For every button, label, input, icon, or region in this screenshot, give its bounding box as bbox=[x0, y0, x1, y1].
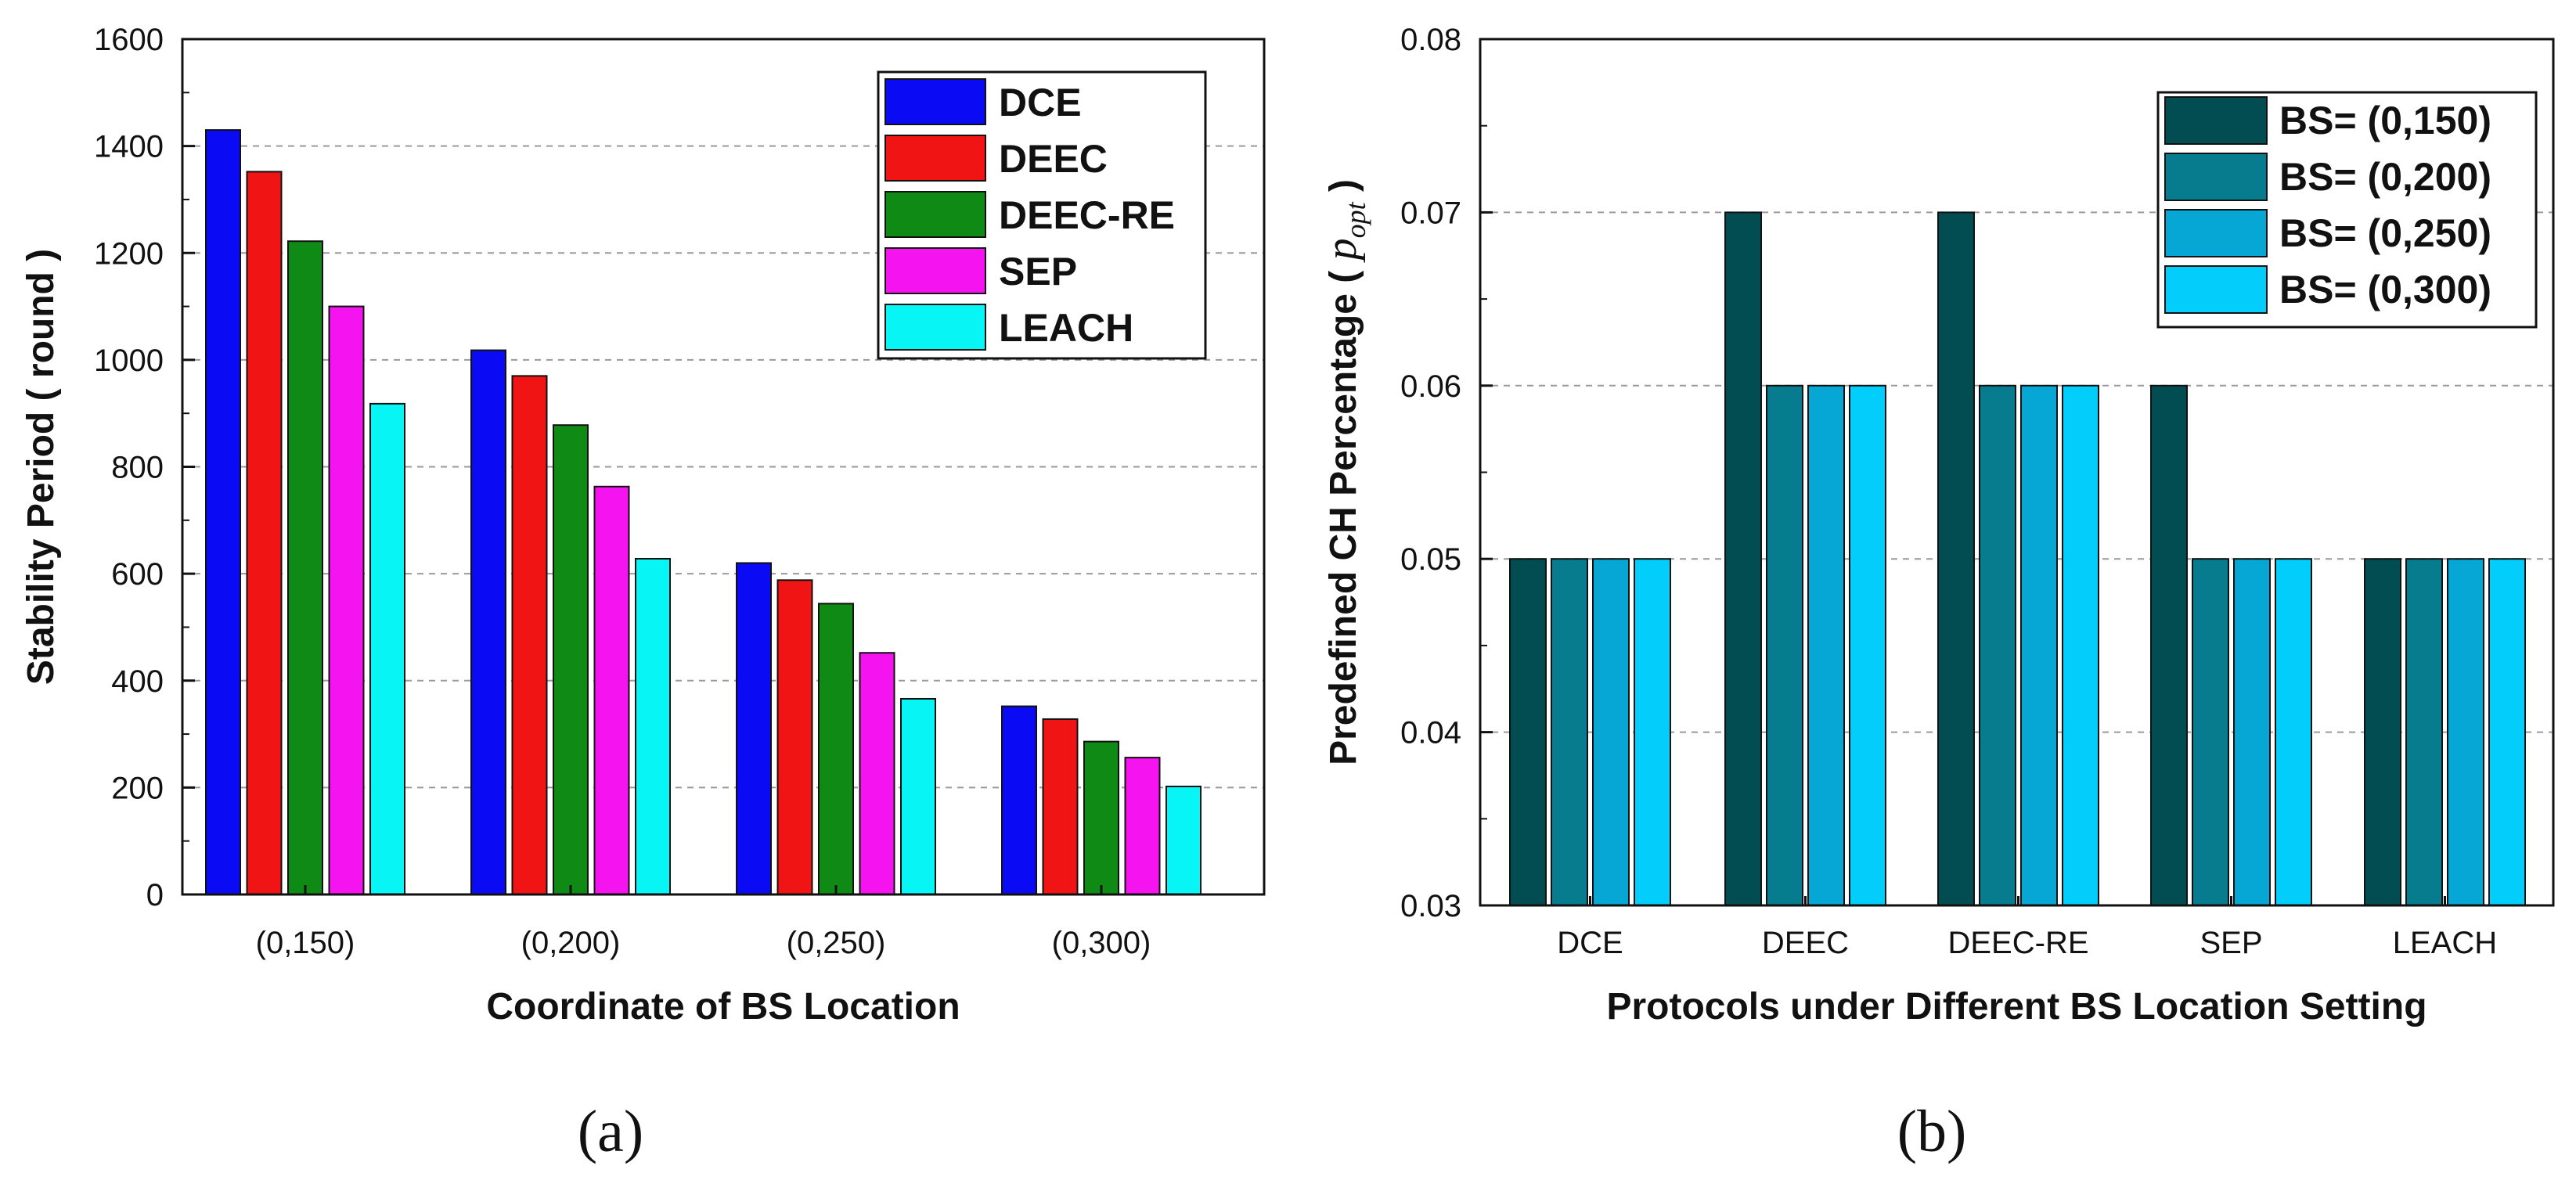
bar-dce-1 bbox=[470, 349, 506, 895]
y-tick-label: 600 bbox=[111, 557, 164, 592]
bar-series-3-1 bbox=[1849, 384, 1886, 906]
y-axis-symbol: p bbox=[1317, 238, 1366, 263]
x-tick-label: SEP bbox=[2200, 926, 2262, 960]
chart-b-ch-percentage: 0.03 0.04 0.05 0.06 0.07 0.08 DCE DEEC DEEC-RE SE… bbox=[1317, 23, 2555, 1164]
y-tick-label: 400 bbox=[111, 664, 164, 699]
bar-series-2-1 bbox=[1807, 384, 1845, 906]
y-tick-label: 0.04 bbox=[1400, 716, 1461, 750]
bar-leach-3 bbox=[1166, 786, 1202, 895]
legend: BS= (0,150) BS= (0,200) BS= (0,250) BS= (0,… bbox=[2156, 91, 2538, 329]
bar-series-1-2 bbox=[1979, 384, 2016, 906]
y-tick-label: 800 bbox=[111, 451, 164, 485]
y-axis-subscript: opt bbox=[1340, 201, 1371, 238]
bar-deec-re-1 bbox=[553, 424, 589, 895]
x-tick-label: (0,300) bbox=[1052, 926, 1151, 960]
legend-swatch-dce bbox=[884, 78, 986, 125]
bar-sep-0 bbox=[328, 305, 365, 895]
bar-series-3-3 bbox=[2275, 558, 2312, 906]
x-tick-label: DEEC bbox=[1762, 926, 1849, 960]
legend-label: SEP bbox=[999, 250, 1077, 293]
bar-series-2-0 bbox=[1592, 558, 1630, 906]
bar-dce-3 bbox=[1001, 705, 1037, 895]
bar-series-3-4 bbox=[2488, 558, 2526, 906]
x-tick-label: (0,150) bbox=[256, 926, 355, 960]
x-axis-title: Coordinate of BS Location bbox=[486, 986, 960, 1027]
legend-swatch-2 bbox=[2164, 209, 2268, 257]
y-axis-title-close: ) bbox=[1323, 179, 1364, 202]
bar-deec-2 bbox=[776, 579, 813, 895]
legend-swatch-0 bbox=[2164, 96, 2268, 145]
legend-swatch-deec-re bbox=[884, 191, 986, 238]
bar-series-0-0 bbox=[1509, 558, 1547, 906]
bar-series-0-3 bbox=[2150, 384, 2188, 906]
legend-label: BS= (0,150) bbox=[2279, 99, 2491, 142]
legend-label: LEACH bbox=[999, 306, 1133, 350]
y-tick-label: 1400 bbox=[94, 130, 164, 164]
bar-series-0-2 bbox=[1937, 211, 1975, 906]
x-tick-label: (0,250) bbox=[787, 926, 886, 960]
legend-swatch-deec bbox=[884, 135, 986, 182]
legend-swatch-sep bbox=[884, 247, 986, 294]
legend-label: BS= (0,200) bbox=[2279, 155, 2491, 199]
bar-deec-1 bbox=[511, 375, 548, 895]
bar-series-2-2 bbox=[2020, 384, 2058, 906]
y-tick-label: 1000 bbox=[94, 344, 164, 378]
chart-a-stability-period: 0 200 400 600 800 1000 1200 1400 1600 (0,150) (0,2… bbox=[20, 23, 1266, 1164]
bar-leach-1 bbox=[635, 557, 671, 895]
bar-deec-0 bbox=[246, 171, 283, 896]
bar-deec-re-3 bbox=[1083, 740, 1119, 895]
bar-dce-2 bbox=[736, 562, 772, 896]
bar-series-0-4 bbox=[2364, 558, 2401, 906]
bar-series-1-3 bbox=[2192, 558, 2229, 906]
bar-series-1-0 bbox=[1551, 558, 1588, 906]
x-axis-title: Protocols under Different BS Location Se… bbox=[1606, 986, 2426, 1027]
legend-label: DCE bbox=[999, 81, 1082, 124]
x-tick-label: (0,200) bbox=[521, 926, 621, 960]
bar-sep-2 bbox=[859, 652, 895, 895]
y-tick-label: 0.05 bbox=[1400, 542, 1461, 577]
bar-series-1-1 bbox=[1766, 384, 1803, 906]
legend-label: DEEC bbox=[999, 137, 1108, 181]
legend-swatch-leach bbox=[884, 304, 986, 351]
bar-deec-3 bbox=[1042, 718, 1079, 895]
bar-deec-re-2 bbox=[818, 603, 854, 895]
bar-series-2-4 bbox=[2447, 558, 2484, 906]
bar-sep-1 bbox=[593, 485, 630, 895]
x-tick-label: LEACH bbox=[2393, 926, 2497, 960]
y-axis-title-text: Predefined CH Percentage ( bbox=[1323, 260, 1364, 765]
legend-label: BS= (0,300) bbox=[2279, 268, 2491, 311]
bar-series-1-4 bbox=[2405, 558, 2443, 906]
legend-swatch-3 bbox=[2164, 265, 2268, 314]
legend: DCE DEEC DEEC-RE SEP LEACH bbox=[877, 70, 1207, 360]
bar-series-0-1 bbox=[1724, 211, 1762, 906]
bar-sep-3 bbox=[1124, 757, 1161, 895]
y-tick-label: 0.06 bbox=[1400, 369, 1461, 404]
bar-series-2-3 bbox=[2233, 558, 2271, 906]
x-tick-label: DCE bbox=[1557, 926, 1623, 960]
y-tick-label: 0.07 bbox=[1400, 196, 1461, 230]
legend-label: BS= (0,250) bbox=[2279, 211, 2491, 255]
y-tick-label: 1600 bbox=[94, 23, 164, 57]
y-tick-label: 1200 bbox=[94, 236, 164, 271]
y-tick-label: 200 bbox=[111, 771, 164, 805]
x-tick-label: DEEC-RE bbox=[1947, 926, 2088, 960]
bar-deec-re-0 bbox=[287, 240, 323, 895]
bar-series-3-2 bbox=[2062, 384, 2099, 906]
bar-leach-2 bbox=[900, 697, 936, 895]
y-tick-label: 0 bbox=[146, 878, 164, 912]
y-tick-label: 0.08 bbox=[1400, 23, 1461, 57]
y-axis-title: Predefined CH Percentage ( popt ) bbox=[1317, 179, 1371, 765]
bar-dce-0 bbox=[205, 129, 241, 896]
panel-label-b: (b) bbox=[1897, 1099, 1967, 1164]
legend-label: DEEC-RE bbox=[999, 193, 1175, 237]
y-tick-label: 0.03 bbox=[1400, 889, 1461, 923]
panel-label-a: (a) bbox=[578, 1099, 643, 1164]
legend-swatch-1 bbox=[2164, 153, 2268, 201]
y-axis-title: Stability Period ( round ) bbox=[20, 249, 62, 685]
bar-series-3-0 bbox=[1634, 558, 1671, 906]
bar-leach-0 bbox=[369, 402, 405, 895]
